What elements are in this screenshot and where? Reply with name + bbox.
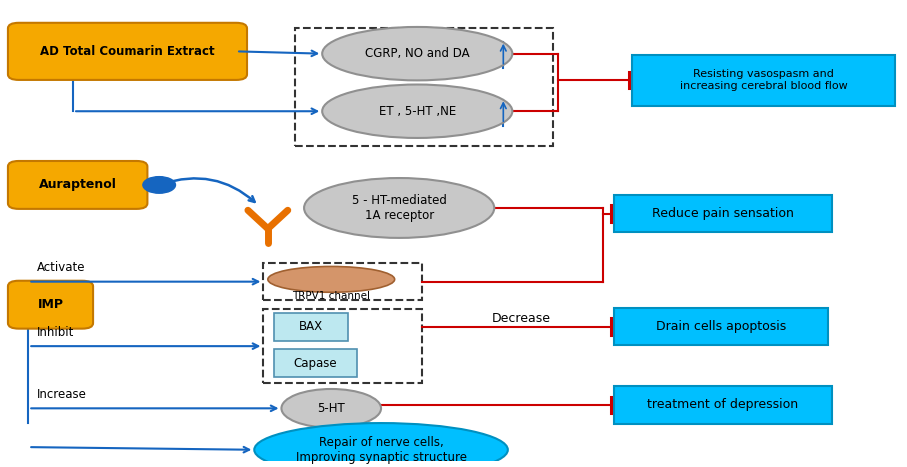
Text: AD Total Coumarin Extract: AD Total Coumarin Extract xyxy=(40,45,215,58)
Ellipse shape xyxy=(254,423,508,467)
Text: Repair of nerve cells,
Improving synaptic structure: Repair of nerve cells, Improving synapti… xyxy=(296,436,466,464)
FancyBboxPatch shape xyxy=(614,308,827,345)
Text: CGRP, NO and DA: CGRP, NO and DA xyxy=(365,47,470,60)
FancyBboxPatch shape xyxy=(8,23,247,80)
Text: Drain cells apoptosis: Drain cells apoptosis xyxy=(656,320,785,333)
Text: treatment of depression: treatment of depression xyxy=(648,398,798,411)
Text: ET , 5-HT ,NE: ET , 5-HT ,NE xyxy=(378,105,456,118)
Ellipse shape xyxy=(322,85,512,138)
Text: BAX: BAX xyxy=(298,320,323,333)
FancyBboxPatch shape xyxy=(8,161,148,209)
FancyBboxPatch shape xyxy=(614,386,832,424)
Text: Capase: Capase xyxy=(294,357,337,370)
Ellipse shape xyxy=(268,267,395,292)
Text: TRPV1 channel: TRPV1 channel xyxy=(292,291,370,301)
Circle shape xyxy=(143,177,175,193)
Text: Auraptenol: Auraptenol xyxy=(39,178,117,191)
Text: Activate: Activate xyxy=(37,262,86,274)
Ellipse shape xyxy=(304,178,494,238)
FancyBboxPatch shape xyxy=(274,349,356,377)
Text: Reduce pain sensation: Reduce pain sensation xyxy=(652,207,794,220)
FancyBboxPatch shape xyxy=(614,195,832,233)
Text: Resisting vasospasm and
increasing cerebral blood flow: Resisting vasospasm and increasing cereb… xyxy=(680,69,847,91)
Text: IMP: IMP xyxy=(37,298,63,311)
Text: 5-HT: 5-HT xyxy=(317,402,346,415)
FancyBboxPatch shape xyxy=(632,55,895,106)
FancyBboxPatch shape xyxy=(274,312,347,340)
Ellipse shape xyxy=(281,389,381,428)
Text: 5 - HT-mediated
1A receptor: 5 - HT-mediated 1A receptor xyxy=(352,194,446,222)
Text: Inhibit: Inhibit xyxy=(37,326,74,339)
Text: Decrease: Decrease xyxy=(492,312,551,325)
Ellipse shape xyxy=(322,27,512,80)
Text: Increase: Increase xyxy=(37,388,87,401)
FancyBboxPatch shape xyxy=(8,281,93,329)
